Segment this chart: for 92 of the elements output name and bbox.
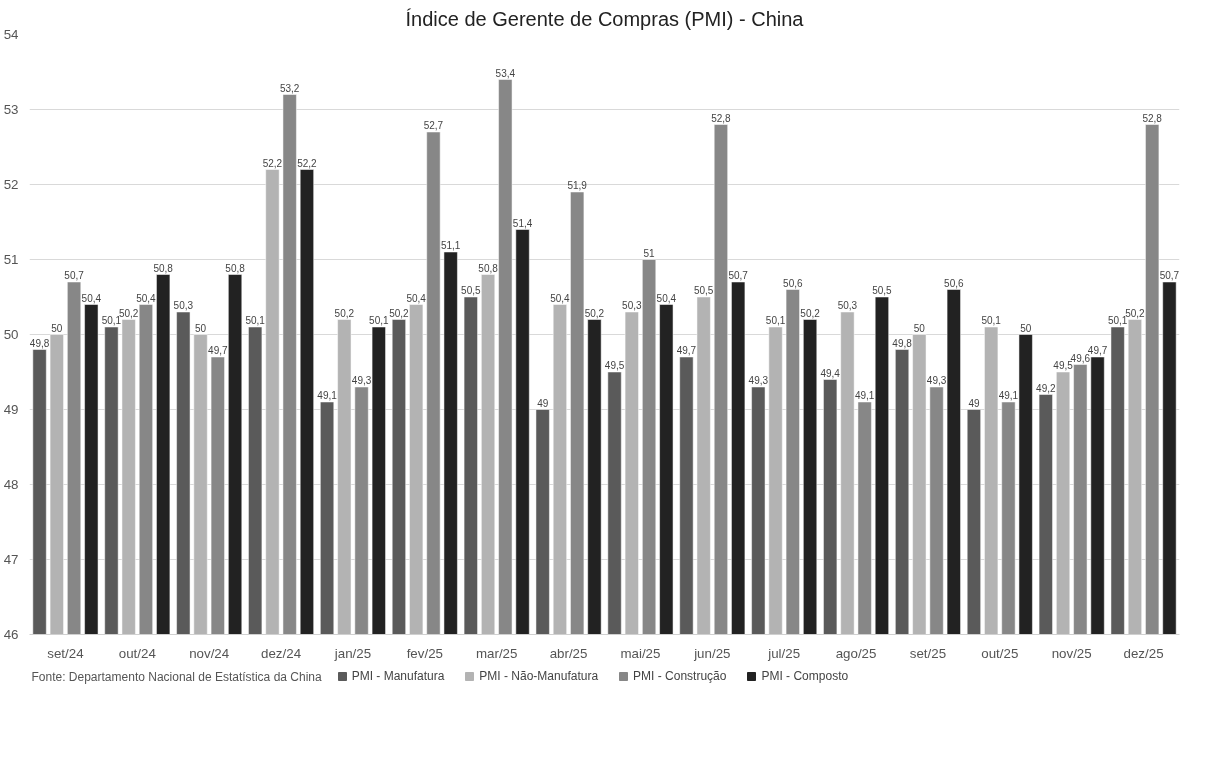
data-label: 52,2 [297,157,318,169]
data-label: 50,1 [245,315,266,326]
y-tick-label: 47 [3,552,19,567]
x-tick-label: set/25 [909,645,947,661]
x-tick-label: dez/25 [1123,645,1164,661]
x-tick-label: jan/25 [333,645,372,661]
data-label: 50,2 [334,307,355,319]
data-label: 49,8 [892,337,913,349]
data-label: 51,4 [512,217,533,229]
data-label: 49,1 [854,390,875,401]
data-label: 52,8 [1142,112,1163,124]
data-label: 50,4 [550,292,571,304]
data-label: 49,3 [748,375,769,386]
data-label: 49,3 [926,375,947,386]
x-tick-label: fev/25 [406,645,443,661]
x-tick-label: abr/25 [549,645,588,661]
y-tick-label: 48 [3,477,19,492]
data-label: 50,7 [64,270,85,281]
data-label: 50,2 [584,307,605,319]
data-label: 50,1 [1107,315,1128,326]
data-label: 49,5 [604,360,625,371]
data-label: 49,2 [1036,382,1056,394]
data-label: 50,6 [944,277,964,289]
data-label: 50,4 [81,292,102,304]
data-label: 49,3 [351,375,372,386]
x-tick-label: nov/25 [1051,645,1092,661]
data-label: 50,1 [369,315,389,326]
x-tick-label: jul/25 [767,645,801,661]
y-tick-label: 51 [3,252,19,267]
data-label: 51 [643,247,656,259]
x-tick-label: jun/25 [693,645,731,661]
data-label: 50,3 [622,300,642,311]
x-tick-label: mar/25 [475,645,518,661]
x-tick-label: ago/25 [835,645,877,661]
legend-label: PMI - Manufatura [351,669,445,683]
source-note: Fonte: Departamento Nacional de Estatística da China [31,670,322,685]
data-label: 50,5 [872,285,893,296]
legend-label: PMI - Composto [761,669,849,683]
data-label: 50,2 [389,307,410,319]
data-label: 49,7 [208,345,228,356]
data-label: 52,8 [711,112,732,124]
data-label: 49 [968,397,980,409]
data-label: 49,1 [998,390,1019,401]
y-tick-label: 46 [3,627,19,642]
chart-title: Índice de Gerente de Compras (PMI) - China [405,7,805,30]
data-label: 50,1 [765,315,786,326]
data-label: 50,8 [153,262,174,274]
data-label: 51,9 [567,180,588,191]
y-tick-label: 53 [3,102,19,117]
data-label: 50 [51,322,63,334]
data-label: 50,2 [1125,307,1146,319]
data-label: 49 [537,397,549,409]
data-label: 53,2 [279,82,300,94]
data-label: 52,7 [423,120,444,131]
data-label: 50 [1020,322,1032,334]
y-tick-label: 49 [3,402,19,417]
x-tick-label: out/24 [118,645,157,661]
data-label: 49,7 [676,345,697,356]
data-label: 50,4 [136,292,157,304]
legend-label: PMI - Construção [633,669,727,683]
data-label: 50,8 [478,262,499,274]
legend-label: PMI - Não-Manufatura [479,669,599,683]
data-label: 50 [913,322,926,334]
data-label: 50,3 [173,300,194,311]
data-label: 49,4 [820,367,841,379]
data-label: 50,1 [981,315,1002,326]
data-label: 50,4 [656,292,677,304]
y-tick-label: 50 [3,327,19,342]
data-label: 53,4 [495,67,516,79]
data-label: 50,5 [693,285,714,296]
data-label: 50,4 [406,292,427,304]
x-tick-label: set/24 [47,645,85,661]
data-label: 50 [195,322,207,334]
x-tick-label: mai/25 [620,645,661,661]
data-label: 50,2 [118,307,139,319]
data-label: 50,5 [461,285,481,296]
data-label: 49,7 [1087,345,1108,356]
x-tick-label: nov/24 [189,645,230,661]
data-label: 49,1 [317,390,338,401]
x-tick-label: dez/24 [261,645,302,661]
data-label: 50,8 [225,262,246,274]
data-label: 50,3 [837,300,858,311]
data-label: 49,8 [29,337,50,349]
data-label: 50,6 [783,277,803,289]
data-label: 50,2 [800,307,821,319]
data-label: 50,7 [728,270,749,281]
data-label: 52,2 [262,157,283,169]
data-label: 51,1 [440,240,461,251]
y-tick-label: 52 [3,177,19,192]
data-label: 50,7 [1159,270,1180,281]
y-tick-label: 54 [3,27,20,42]
x-tick-label: out/25 [981,645,1019,661]
